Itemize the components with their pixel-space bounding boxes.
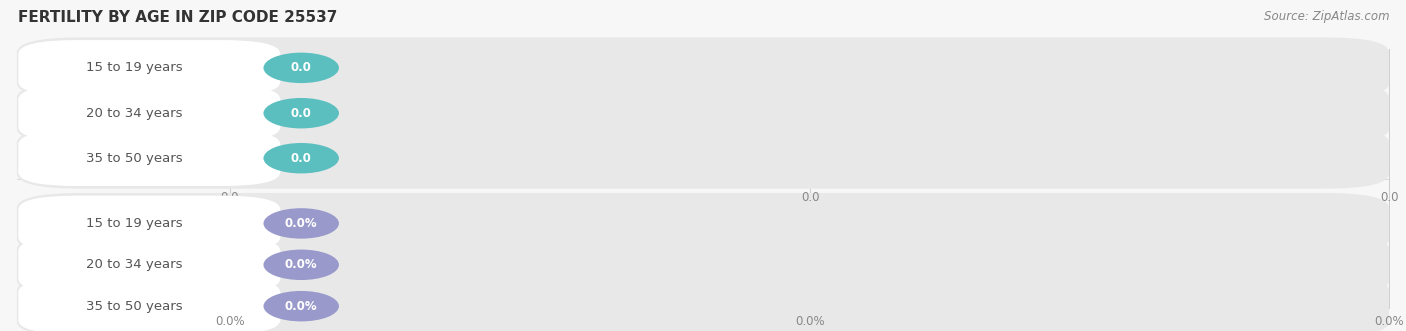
Ellipse shape (263, 250, 339, 280)
Text: 15 to 19 years: 15 to 19 years (86, 61, 183, 74)
Text: Source: ZipAtlas.com: Source: ZipAtlas.com (1264, 10, 1389, 23)
Text: 35 to 50 years: 35 to 50 years (86, 300, 183, 313)
FancyBboxPatch shape (18, 40, 280, 96)
FancyBboxPatch shape (18, 196, 280, 251)
FancyBboxPatch shape (17, 37, 1389, 98)
FancyBboxPatch shape (17, 128, 1389, 189)
Text: 0.0: 0.0 (1379, 191, 1399, 204)
FancyBboxPatch shape (17, 83, 1389, 144)
Text: 20 to 34 years: 20 to 34 years (86, 258, 183, 271)
Text: 0.0: 0.0 (291, 107, 312, 120)
Ellipse shape (263, 291, 339, 321)
FancyBboxPatch shape (18, 237, 280, 293)
Ellipse shape (263, 98, 339, 128)
FancyBboxPatch shape (18, 278, 280, 331)
Text: 15 to 19 years: 15 to 19 years (86, 217, 183, 230)
Text: 0.0%: 0.0% (285, 300, 318, 313)
FancyBboxPatch shape (17, 193, 1389, 254)
FancyBboxPatch shape (18, 130, 280, 186)
Text: 0.0%: 0.0% (796, 314, 825, 328)
Text: 0.0: 0.0 (291, 152, 312, 165)
Text: 0.0%: 0.0% (1374, 314, 1405, 328)
Text: 0.0%: 0.0% (285, 217, 318, 230)
Text: 20 to 34 years: 20 to 34 years (86, 107, 183, 120)
Text: 0.0: 0.0 (291, 61, 312, 74)
Text: 0.0%: 0.0% (285, 258, 318, 271)
Text: 0.0: 0.0 (221, 191, 239, 204)
Text: 0.0%: 0.0% (215, 314, 245, 328)
Ellipse shape (263, 143, 339, 173)
FancyBboxPatch shape (17, 276, 1389, 331)
Ellipse shape (263, 208, 339, 239)
FancyBboxPatch shape (17, 234, 1389, 295)
Ellipse shape (263, 53, 339, 83)
Text: 35 to 50 years: 35 to 50 years (86, 152, 183, 165)
Text: 0.0: 0.0 (801, 191, 820, 204)
Text: FERTILITY BY AGE IN ZIP CODE 25537: FERTILITY BY AGE IN ZIP CODE 25537 (18, 10, 337, 25)
FancyBboxPatch shape (18, 85, 280, 141)
